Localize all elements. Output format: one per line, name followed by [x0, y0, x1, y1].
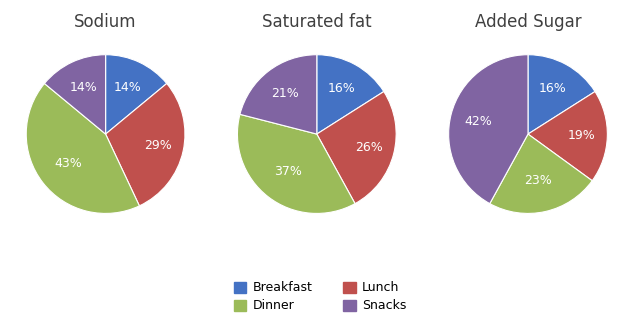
Legend: Breakfast, Dinner, Lunch, Snacks: Breakfast, Dinner, Lunch, Snacks: [228, 277, 412, 318]
Title: Sodium: Sodium: [74, 12, 137, 30]
Wedge shape: [317, 92, 396, 204]
Text: 16%: 16%: [328, 82, 356, 95]
Wedge shape: [317, 55, 384, 134]
Text: 37%: 37%: [274, 165, 301, 178]
Wedge shape: [528, 55, 595, 134]
Text: 14%: 14%: [114, 81, 141, 94]
Text: 26%: 26%: [355, 141, 383, 154]
Text: 16%: 16%: [539, 82, 567, 95]
Wedge shape: [449, 55, 528, 204]
Text: 23%: 23%: [525, 174, 552, 187]
Title: Added Sugar: Added Sugar: [475, 12, 581, 30]
Wedge shape: [26, 83, 140, 214]
Wedge shape: [44, 55, 106, 134]
Wedge shape: [106, 55, 167, 134]
Wedge shape: [240, 55, 317, 134]
Text: 43%: 43%: [54, 157, 82, 170]
Text: 29%: 29%: [145, 139, 172, 152]
Text: 19%: 19%: [568, 129, 596, 142]
Wedge shape: [490, 134, 592, 214]
Text: 42%: 42%: [464, 115, 492, 128]
Text: 14%: 14%: [70, 81, 97, 94]
Wedge shape: [528, 92, 607, 181]
Wedge shape: [106, 83, 185, 206]
Title: Saturated fat: Saturated fat: [262, 12, 372, 30]
Wedge shape: [237, 114, 355, 214]
Text: 21%: 21%: [271, 87, 299, 100]
